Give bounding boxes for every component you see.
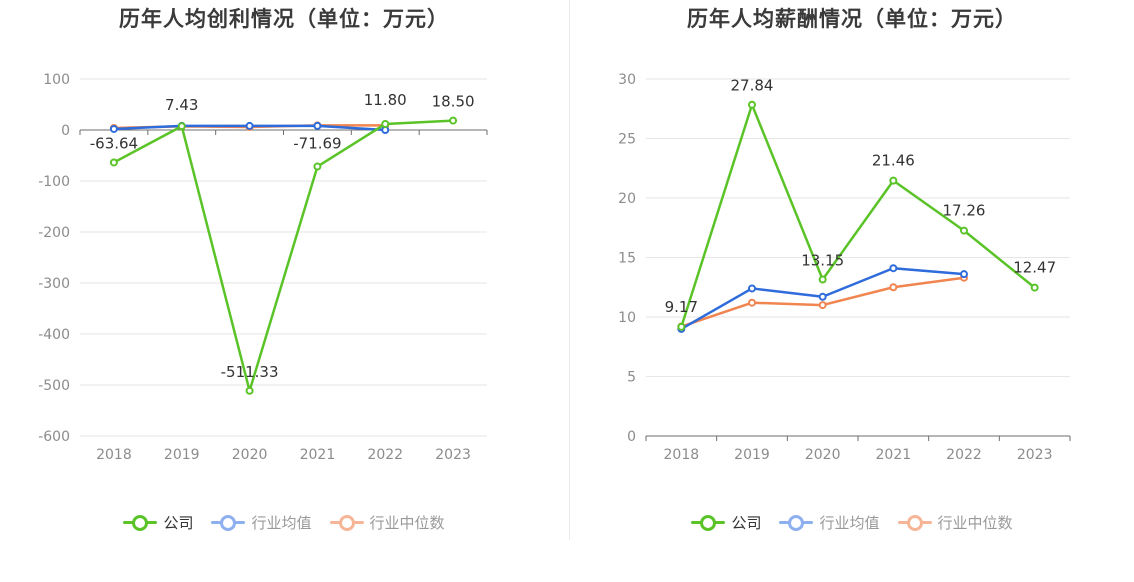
data-point (677, 322, 686, 331)
series-line-company (680, 103, 1036, 328)
line-circle-icon (329, 514, 364, 531)
legend-label: 行业均值 (819, 513, 880, 532)
data-point (889, 264, 898, 273)
line-circle-icon (779, 514, 814, 531)
legend-label: 公司 (163, 513, 194, 532)
legend-item-industry-median[interactable]: 行业中位数 (329, 512, 445, 533)
y-tick-label: -100 (38, 174, 70, 190)
data-label: 17.26 (943, 202, 986, 220)
legend-item-company[interactable]: 公司 (691, 512, 761, 533)
y-tick-label: 100 (43, 72, 70, 88)
data-label: 18.50 (432, 93, 475, 111)
y-tick-label: 15 (618, 251, 636, 267)
y-tick-label: -400 (38, 327, 70, 343)
legend-label: 行业中位数 (937, 513, 1013, 532)
data-point (960, 226, 968, 235)
data-point (109, 124, 118, 133)
legend-label: 行业中位数 (369, 513, 445, 532)
data-label: -511.33 (221, 363, 279, 381)
legend: 公司 行业均值 行业中位数 (570, 510, 1134, 534)
data-label: 27.84 (731, 77, 774, 95)
data-point (748, 284, 756, 293)
x-tick-label: 2022 (946, 447, 982, 463)
x-tick-label: 2019 (734, 447, 770, 463)
y-tick-label: 0 (61, 123, 70, 139)
x-tick-label: 2020 (232, 447, 268, 463)
data-point (177, 122, 186, 131)
y-tick-label: 0 (627, 429, 636, 445)
legend-item-industry-average[interactable]: 行业均值 (779, 512, 880, 533)
x-tick-label: 2021 (300, 447, 336, 463)
data-point (748, 100, 756, 109)
x-tick-label: 2020 (805, 447, 841, 463)
salary-line-chart: 30 25 20 15 10 5 0 2018 2019 2020 2021 2022 2023 9.17… (618, 72, 1071, 463)
legend-item-company[interactable]: 公司 (123, 512, 193, 533)
legend-label: 行业均值 (251, 513, 312, 532)
data-label: 7.43 (165, 96, 198, 114)
data-point (1030, 283, 1039, 292)
data-label: -63.64 (90, 134, 138, 152)
data-point (381, 119, 390, 128)
data-point (889, 283, 898, 292)
legend-label: 公司 (731, 513, 762, 532)
y-tick-label: 30 (618, 72, 636, 88)
data-point (245, 121, 254, 130)
x-tick-label: 2023 (435, 447, 471, 463)
chart-panel-salary: 历年人均薪酬情况（单位：万元） 30 25 20 15 10 5 0 2018 2019 2020… (570, 0, 1134, 582)
x-tick-label: 2019 (164, 447, 200, 463)
data-point (313, 121, 322, 130)
line-circle-icon (211, 514, 246, 531)
data-label: 21.46 (872, 152, 915, 170)
data-label: 11.80 (364, 91, 407, 109)
data-point (245, 386, 254, 395)
legend-item-industry-median[interactable]: 行业中位数 (897, 512, 1013, 533)
data-point (818, 275, 827, 284)
chart-title: 历年人均创利情况（单位：万元） (119, 7, 449, 31)
y-tick-label: 5 (627, 370, 636, 386)
y-tick-label: 20 (618, 191, 636, 207)
data-point (449, 116, 458, 125)
data-point (109, 158, 118, 167)
x-tick-label: 2018 (664, 447, 700, 463)
y-tick-label: -600 (38, 429, 70, 445)
series-line-company (113, 119, 454, 393)
legend-item-industry-average[interactable]: 行业均值 (211, 512, 312, 533)
data-point (818, 292, 827, 301)
data-point (889, 176, 898, 185)
data-point (748, 298, 756, 307)
x-tick-label: 2018 (96, 447, 132, 463)
y-tick-label: -500 (38, 378, 70, 394)
profit-line-chart: 100 0 -100 -200 -300 -400 -500 -600 2018 2019 2020… (38, 72, 488, 463)
data-label: 12.47 (1013, 259, 1056, 277)
data-label: 9.17 (665, 298, 698, 316)
data-point (960, 270, 968, 279)
x-tick-label: 2023 (1017, 447, 1053, 463)
data-label: 13.15 (801, 252, 844, 270)
line-circle-icon (691, 514, 726, 531)
chart-title: 历年人均薪酬情况（单位：万元） (687, 7, 1017, 31)
y-tick-label: 25 (618, 132, 636, 148)
x-tick-label: 2022 (367, 447, 403, 463)
data-point (818, 301, 827, 310)
legend: 公司 行业均值 行业中位数 (0, 510, 568, 534)
y-tick-label: -200 (38, 225, 70, 241)
data-point (313, 162, 322, 171)
line-circle-icon (897, 514, 932, 531)
line-circle-icon (123, 514, 158, 531)
y-tick-label: 10 (618, 310, 636, 326)
chart-panel-profit: 历年人均创利情况（单位：万元） 100 0 -100 -200 -300 -400 -500… (0, 7, 568, 534)
y-tick-label: -300 (38, 276, 70, 292)
data-label: -71.69 (293, 135, 341, 153)
panel-divider (569, 0, 570, 540)
x-tick-label: 2021 (876, 447, 912, 463)
